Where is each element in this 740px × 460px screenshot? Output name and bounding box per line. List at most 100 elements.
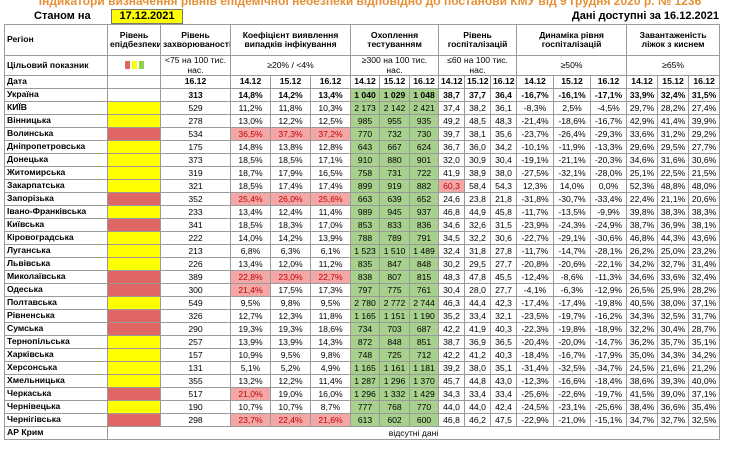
value-cell: 19,0%	[270, 387, 311, 401]
value-cell: 29,7%	[626, 101, 659, 115]
value-cell: 730	[409, 127, 440, 141]
table-row: Хмельницька 355 13,2% 12,2% 11,4% 1 287 1 296 1…	[4, 374, 721, 388]
level-swatch	[138, 61, 144, 70]
value-cell: -17,4%	[553, 296, 592, 310]
region-cell: Закарпатська	[4, 179, 108, 193]
value-cell: 17,4%	[270, 179, 311, 193]
value-cell: -16,6%	[553, 374, 592, 388]
value-cell: 341	[160, 218, 231, 232]
value-cell: 29,2%	[688, 127, 721, 141]
value-cell: 25,6%	[309, 192, 352, 206]
table-row: Кіровоградська 222 14,0% 14,2% 13,9% 788 789 79…	[4, 231, 721, 245]
value-cell: 8,7%	[309, 400, 352, 414]
level-legend	[107, 55, 161, 76]
value-cell: 45,7	[438, 374, 466, 388]
value-cell: 36,9	[464, 335, 492, 349]
value-cell: 731	[379, 166, 411, 180]
value-cell: -8,3%	[516, 101, 555, 115]
value-cell: 5,2%	[270, 361, 311, 375]
value-cell: -28,0%	[590, 166, 628, 180]
value-cell: 758	[350, 166, 381, 180]
value-cell: 389	[160, 270, 231, 284]
level-cell	[107, 283, 161, 297]
level-cell	[107, 140, 161, 154]
header-group-title: Динаміка рівня госпіталізацій	[516, 24, 628, 56]
value-cell: 12,8%	[309, 140, 352, 154]
value-cell: 373	[160, 153, 231, 167]
value-cell: 36,0	[464, 140, 492, 154]
value-cell: 768	[379, 400, 411, 414]
value-cell: 38,4%	[626, 400, 659, 414]
value-cell: -16,7%	[553, 348, 592, 362]
value-cell: 21,6%	[309, 413, 352, 427]
value-cell: 32,2%	[626, 322, 659, 336]
value-cell: 48,0%	[688, 179, 721, 193]
value-cell: 13,4%	[309, 88, 352, 102]
value-cell: 32,4	[438, 244, 466, 258]
value-cell: -26,4%	[553, 127, 592, 141]
value-cell: 9,8%	[309, 348, 352, 362]
value-cell: 848	[409, 257, 440, 271]
level-cell	[107, 88, 161, 102]
table-row: Київська 341 18,5% 18,3% 17,0% 853 833 836 34,6 3…	[4, 218, 721, 232]
value-cell: 910	[350, 153, 381, 167]
value-cell: 37,1%	[688, 387, 721, 401]
value-cell: -22,1%	[590, 257, 628, 271]
table-row: Волинська 534 36,5% 37,3% 37,2% 770 732 730 39,7…	[4, 127, 721, 141]
value-cell: 1 296	[350, 387, 381, 401]
value-cell: 32,2	[464, 231, 492, 245]
header-group-target: ≤60 на 100 тис. нас.	[438, 55, 518, 76]
header-date-cell: 15.12	[464, 75, 492, 89]
value-cell: 32,4%	[657, 88, 690, 102]
header-group-target: ≥65%	[626, 55, 721, 76]
value-cell: 300	[160, 283, 231, 297]
value-cell: -14,7%	[553, 244, 592, 258]
value-cell: 38,7	[438, 88, 466, 102]
value-cell: 226	[160, 257, 231, 271]
value-cell: -22,3%	[516, 322, 555, 336]
value-cell: 22,4%	[270, 413, 311, 427]
value-cell: 30,4	[490, 153, 518, 167]
level-cell	[107, 296, 161, 310]
value-cell: 789	[379, 231, 411, 245]
value-cell: 12,2%	[270, 374, 311, 388]
value-cell: 18,5%	[270, 153, 311, 167]
region-cell: Одеська	[4, 283, 108, 297]
value-cell: 33,4	[464, 309, 492, 323]
value-cell: 39,2	[438, 361, 466, 375]
header-target: Цільовий показник	[4, 55, 108, 76]
value-cell: 712	[409, 348, 440, 362]
value-cell: 1 296	[379, 374, 411, 388]
table-row: Одеська 300 21,4% 17,5% 17,3% 797 775 761 30,4 28…	[4, 283, 721, 297]
value-cell: 21,5%	[688, 166, 721, 180]
value-cell: 39,8%	[626, 205, 659, 219]
value-cell: 1 151	[379, 309, 411, 323]
value-cell: 1 165	[350, 361, 381, 375]
level-cell	[107, 309, 161, 323]
level-cell	[107, 231, 161, 245]
header-date-cell: 14.12	[230, 75, 271, 89]
value-cell: 1 510	[379, 244, 411, 258]
value-cell: 190	[160, 400, 231, 414]
value-cell: 14,8%	[230, 88, 271, 102]
value-cell: 40,5%	[626, 296, 659, 310]
value-cell: 1 181	[409, 361, 440, 375]
value-cell: 33,6%	[657, 270, 690, 284]
value-cell: 49,2	[438, 114, 466, 128]
level-cell	[107, 179, 161, 193]
value-cell: 27,7	[490, 257, 518, 271]
header-group-title: Охоплення тестуванням	[350, 24, 440, 56]
value-cell: 663	[350, 192, 381, 206]
value-cell: -23,9%	[516, 218, 555, 232]
value-cell: 797	[350, 283, 381, 297]
value-cell: 36,6%	[657, 400, 690, 414]
value-cell: 326	[160, 309, 231, 323]
value-cell: 18,7%	[230, 166, 271, 180]
value-cell: 667	[379, 140, 411, 154]
table-row: Рівненська 326 12,7% 12,3% 11,8% 1 165 1 151 1 …	[4, 309, 721, 323]
value-cell: 32,0	[438, 153, 466, 167]
value-cell: 725	[379, 348, 411, 362]
value-cell: 31,7%	[688, 309, 721, 323]
value-cell: 213	[160, 244, 231, 258]
value-cell: 21,1%	[657, 192, 690, 206]
